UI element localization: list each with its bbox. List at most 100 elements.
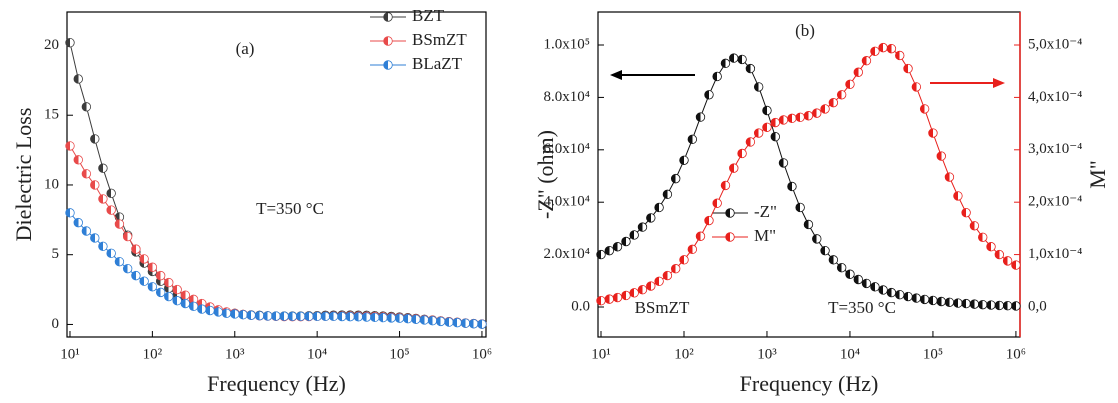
data-point — [629, 230, 639, 240]
y2-tick-label: 1,0x10⁻⁴ — [1028, 246, 1082, 262]
data-point — [81, 169, 92, 179]
data-point — [870, 282, 880, 292]
data-point — [687, 244, 698, 255]
data-point — [271, 311, 281, 321]
series-line — [69, 42, 482, 325]
data-point — [986, 300, 996, 310]
data-point — [911, 82, 922, 92]
data-point — [147, 282, 158, 292]
data-point — [81, 226, 92, 236]
x-tick-label: 10⁶ — [1006, 346, 1026, 362]
x-tick-label: 10² — [674, 346, 694, 362]
annotation: BSmZT — [635, 298, 690, 317]
data-point — [969, 299, 980, 309]
data-point — [687, 134, 698, 145]
legend-label: -Z" — [754, 202, 777, 221]
data-point — [197, 304, 207, 314]
data-point — [712, 198, 722, 208]
data-point — [778, 115, 789, 125]
data-point — [778, 158, 789, 168]
data-point — [994, 249, 1005, 260]
plot-frame — [597, 11, 1021, 338]
data-point — [870, 46, 880, 56]
data-point — [928, 295, 938, 306]
x-tick-label: 10¹ — [60, 346, 80, 362]
data-point — [679, 255, 689, 265]
data-point — [646, 281, 656, 291]
data-point — [662, 270, 673, 281]
y2-tick-label: 5,0x10⁻⁴ — [1028, 36, 1082, 52]
data-point — [98, 241, 108, 252]
legend-marker — [383, 36, 393, 46]
data-point — [845, 269, 855, 279]
y-axis-label: -Z" (ohm) — [533, 130, 558, 219]
data-point — [953, 298, 963, 308]
data-point — [978, 232, 988, 242]
data-point — [98, 163, 108, 173]
data-point — [853, 67, 863, 77]
data-point — [65, 141, 75, 151]
x-tick-label: 10⁵ — [923, 346, 943, 362]
data-point — [312, 311, 322, 322]
data-point — [903, 291, 913, 302]
x-tick-label: 10⁴ — [307, 346, 327, 362]
data-point — [172, 296, 182, 306]
data-point — [903, 63, 913, 74]
y-tick-label: 0 — [52, 316, 60, 332]
data-point — [114, 219, 125, 229]
data-point — [836, 90, 847, 100]
data-point — [961, 298, 971, 309]
data-point — [436, 316, 446, 327]
data-point — [704, 215, 714, 226]
data-point — [861, 278, 872, 289]
x-tick-label: 10¹ — [591, 346, 611, 362]
data-point — [164, 291, 174, 302]
data-point — [131, 270, 141, 281]
data-point — [114, 256, 125, 267]
data-point — [345, 311, 355, 322]
x-axis-label: Frequency (Hz) — [740, 371, 879, 396]
data-point — [770, 117, 780, 128]
data-point — [836, 263, 847, 273]
y-tick-label: 1.0x10⁵ — [544, 36, 590, 52]
data-point — [820, 245, 830, 256]
data-point — [287, 311, 298, 322]
data-point — [637, 222, 648, 232]
data-point — [812, 234, 822, 244]
data-point — [262, 311, 273, 321]
data-point — [1002, 256, 1013, 266]
y-tick-label: 2.0x10⁴ — [544, 246, 590, 262]
data-point — [139, 276, 149, 286]
data-point — [853, 274, 863, 285]
data-point — [654, 202, 664, 213]
data-point — [886, 287, 897, 298]
data-point — [427, 315, 438, 326]
data-point — [188, 301, 199, 312]
data-point — [737, 54, 747, 65]
data-point — [670, 264, 681, 274]
data-point — [320, 311, 331, 322]
data-point — [460, 318, 471, 328]
annotation: T=350 °C — [828, 298, 896, 317]
data-point — [637, 284, 648, 295]
data-point — [629, 288, 639, 298]
data-point — [753, 128, 764, 138]
data-point — [944, 172, 955, 182]
data-point — [895, 289, 905, 300]
x-tick-label: 10⁴ — [840, 346, 860, 362]
data-point — [720, 180, 731, 191]
data-point — [164, 277, 174, 288]
data-point — [73, 217, 83, 228]
data-point — [621, 290, 631, 301]
legend-label: BSmZT — [412, 30, 467, 49]
data-point — [604, 245, 615, 256]
y-tick-label: 4.0x10⁴ — [544, 194, 590, 210]
data-point — [180, 298, 191, 309]
data-point — [147, 262, 158, 272]
data-point — [444, 317, 454, 327]
data-point — [787, 113, 797, 124]
legend-label: BLaZT — [412, 54, 463, 73]
data-point — [370, 312, 380, 323]
data-point — [704, 90, 714, 100]
